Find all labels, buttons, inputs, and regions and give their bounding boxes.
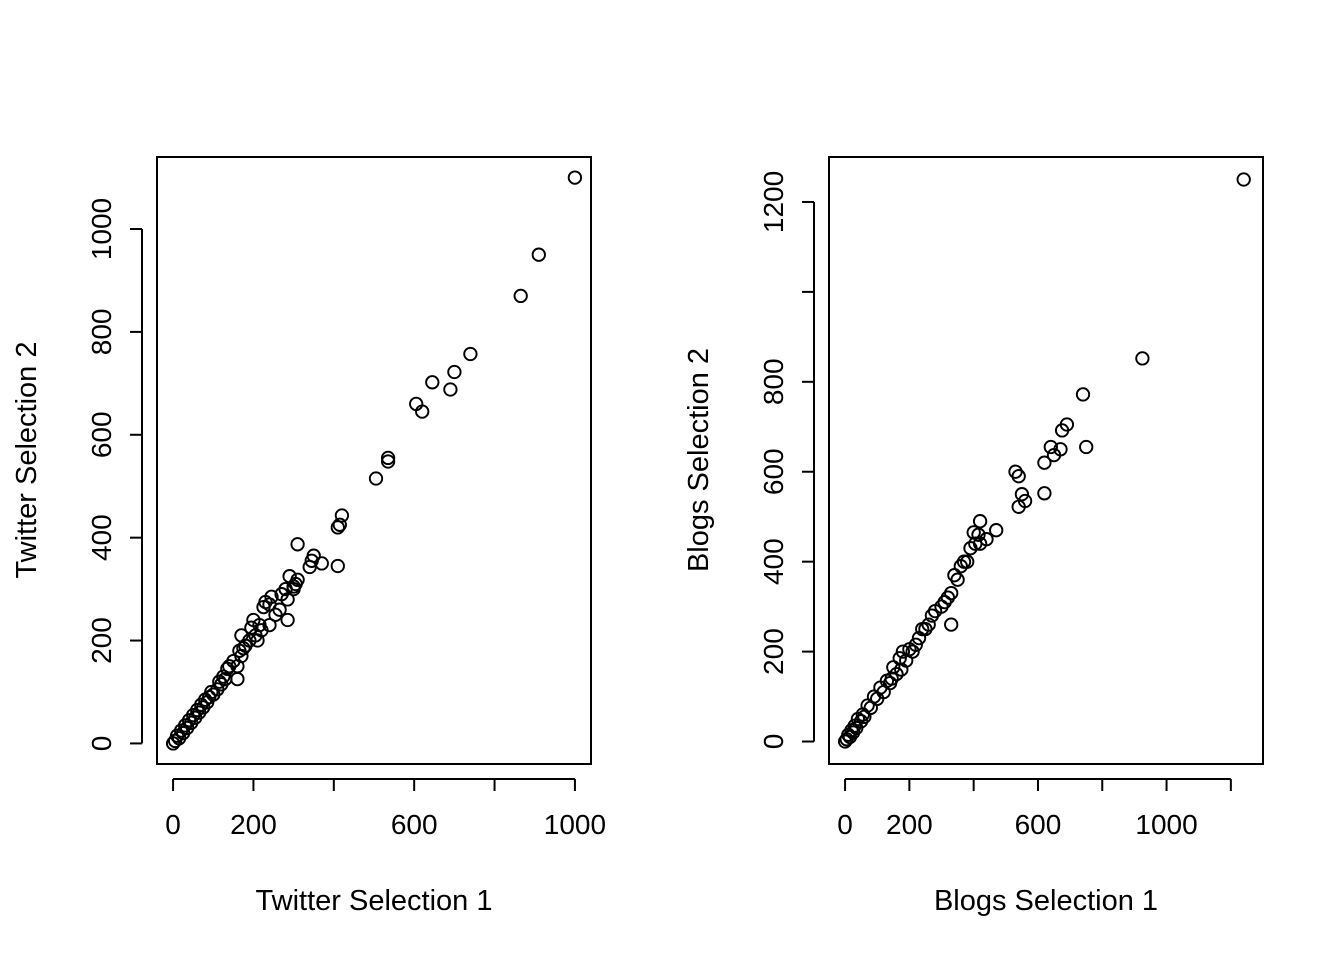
data-point — [1079, 439, 1094, 455]
y-tick-label: 200 — [758, 628, 789, 675]
data-point — [304, 553, 319, 568]
blogs-scatter-panel: 0 200 600 1000 0 200 400 600 800 1200 Blogs Sele… — [683, 156, 1264, 917]
data-point — [282, 569, 297, 584]
data-point — [1043, 439, 1058, 455]
data-point — [165, 736, 181, 751]
data-point — [911, 630, 927, 646]
x-tick-label: 1000 — [1135, 809, 1197, 840]
x-axis: 0 200 600 1000 — [837, 778, 1232, 840]
plot-frame — [156, 156, 592, 765]
y-axis: 0 200 400 600 800 1200 — [758, 171, 815, 750]
data-point — [947, 568, 962, 583]
data-point — [280, 612, 295, 628]
data-point — [850, 711, 866, 727]
data-point — [286, 581, 301, 597]
data-point — [232, 643, 247, 658]
data-point — [380, 450, 396, 466]
data-point — [425, 375, 440, 390]
data-point — [290, 537, 305, 552]
data-point — [963, 541, 978, 556]
y-tick-label: 600 — [758, 448, 789, 495]
data-point — [222, 659, 237, 674]
point-group — [837, 172, 1251, 749]
y-axis: 0 200 400 600 800 1000 — [86, 198, 143, 752]
x-axis: 0 200 600 1000 — [165, 778, 606, 840]
data-point — [1037, 486, 1052, 501]
data-point — [837, 734, 853, 749]
data-point — [1075, 387, 1091, 402]
data-point — [1054, 423, 1070, 438]
data-point — [855, 707, 870, 722]
x-tick-label: 600 — [1015, 809, 1062, 840]
data-point — [1046, 447, 1062, 463]
twitter-scatter-panel: 0 200 600 1000 0 200 400 600 800 1000 Twitter Se… — [11, 156, 606, 917]
data-point — [220, 661, 235, 676]
data-point — [167, 733, 183, 749]
plot-frame — [828, 156, 1264, 765]
data-point — [944, 617, 959, 632]
y-tick-label: 800 — [758, 358, 789, 405]
data-point — [839, 732, 854, 747]
data-point — [368, 471, 384, 486]
data-point — [234, 628, 249, 643]
y-tick-label: 400 — [86, 514, 117, 561]
data-point — [302, 559, 317, 575]
y-tick-label: 600 — [86, 411, 117, 458]
y-tick-label: 800 — [86, 309, 117, 356]
data-point — [513, 288, 528, 304]
y-axis-title: Twitter Selection 2 — [11, 342, 43, 579]
data-point — [212, 674, 227, 689]
x-tick-label: 200 — [886, 809, 933, 840]
data-point — [1014, 487, 1030, 502]
data-point — [972, 514, 988, 529]
data-point — [330, 558, 345, 574]
point-group — [165, 170, 583, 751]
data-point — [1011, 499, 1026, 514]
data-point — [531, 247, 546, 262]
data-point — [1037, 455, 1052, 470]
data-point — [332, 517, 347, 532]
y-tick-label: 0 — [758, 734, 789, 750]
data-point — [246, 612, 261, 628]
data-point — [268, 607, 283, 622]
data-point — [443, 382, 458, 397]
y-tick-label: 400 — [758, 538, 789, 585]
data-point — [895, 644, 911, 659]
x-tick-label: 600 — [391, 809, 438, 840]
y-tick-label: 1000 — [86, 198, 117, 260]
y-tick-label: 1200 — [758, 171, 789, 233]
data-point — [842, 729, 858, 745]
x-tick-label: 0 — [837, 809, 853, 840]
data-point — [380, 454, 396, 469]
data-point — [256, 599, 271, 615]
data-point — [1011, 469, 1026, 484]
x-tick-label: 1000 — [544, 809, 606, 840]
data-point — [968, 536, 983, 551]
data-point — [280, 592, 295, 607]
data-point — [447, 364, 462, 380]
data-point — [989, 523, 1004, 538]
data-point — [230, 671, 245, 687]
x-tick-label: 200 — [230, 809, 277, 840]
data-point — [1236, 172, 1251, 187]
x-axis-title: Blogs Selection 1 — [934, 885, 1158, 917]
data-point — [915, 621, 930, 637]
data-point — [415, 404, 430, 419]
x-tick-label: 0 — [165, 809, 181, 840]
y-tick-label: 200 — [86, 617, 117, 664]
data-point — [567, 170, 583, 185]
data-point — [1135, 351, 1150, 366]
data-point — [330, 520, 345, 535]
data-point — [924, 608, 940, 623]
y-tick-label: 0 — [86, 736, 117, 752]
y-axis-title: Blogs Selection 2 — [683, 348, 715, 572]
x-axis-title: Twitter Selection 1 — [256, 885, 493, 917]
data-point — [463, 346, 478, 362]
